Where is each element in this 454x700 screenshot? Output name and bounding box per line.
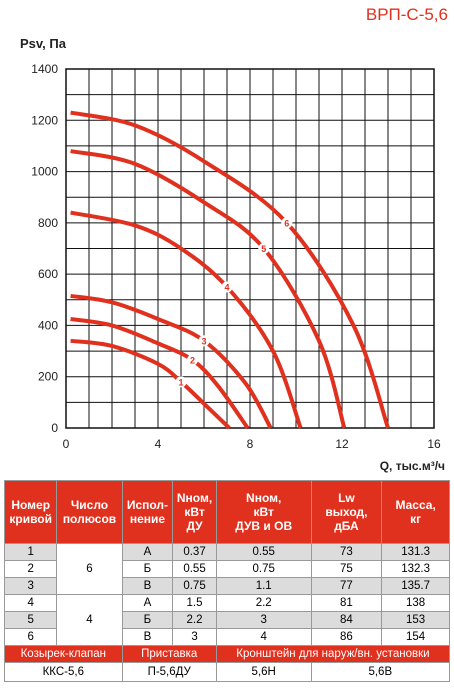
acc-cell: 5,6Н xyxy=(215,662,312,682)
curve-label: 3 xyxy=(201,336,206,346)
cell: 132.3 xyxy=(381,560,450,578)
cell: 84 xyxy=(310,611,383,629)
header-cell: Число полюсов xyxy=(56,480,123,544)
curve-label: 5 xyxy=(261,244,266,254)
chart-title: ВРП-С-5,6 xyxy=(366,5,448,24)
cell: А xyxy=(121,594,174,612)
cell: 2.2 xyxy=(172,611,217,629)
cell: В xyxy=(121,577,174,595)
table-row: 1 6 А 0.37 0.55 73 131.3 xyxy=(3,543,450,595)
cell: 138 xyxy=(381,594,450,612)
header-cell: Nном, кВт ДУ xyxy=(172,480,217,544)
x-tick-label: 0 xyxy=(63,437,70,451)
header-cell: Масса, кг xyxy=(381,480,450,544)
pole-cell: 4 xyxy=(56,594,123,646)
cell: 3 xyxy=(172,628,217,646)
header-cell: Испол- нение xyxy=(121,480,174,544)
curve-label: 2 xyxy=(190,356,195,366)
acc-header-cell: Козырек-клапан xyxy=(4,645,123,663)
curve xyxy=(70,338,231,430)
curve xyxy=(70,149,347,429)
cell: 0.55 xyxy=(215,543,312,561)
cell: 2 xyxy=(3,560,58,578)
curve xyxy=(70,317,250,430)
cell: 77 xyxy=(310,577,383,595)
cell: 1.1 xyxy=(215,577,312,595)
cell: Б xyxy=(121,611,174,629)
cell: А xyxy=(121,543,174,561)
y-tick-label: 1400 xyxy=(31,62,58,76)
cell: 5 xyxy=(3,611,58,629)
acc-cell: П-5,6ДУ xyxy=(121,662,217,682)
y-tick-label: 1000 xyxy=(31,165,58,179)
curve-label: 1 xyxy=(178,377,183,387)
curve xyxy=(70,293,273,429)
cell: 0.55 xyxy=(172,560,217,578)
cell: В xyxy=(121,628,174,646)
spec-table: Номер кривой Число полюсов Испол- нение Nно… xyxy=(3,480,451,682)
cell: 73 xyxy=(310,543,383,561)
cell: 0.37 xyxy=(172,543,217,561)
curve-label: 4 xyxy=(224,282,229,292)
acc-row: ККС-5,6 П-5,6ДУ 5,6Н 5,6В xyxy=(4,662,451,682)
acc-header-row: Козырек-клапан Приставка Кронштейн для нар… xyxy=(4,645,451,663)
chart: ВРП-С-5,6 Psv, Па Q, тыс.м³/ч 0 200 400 600… xyxy=(20,5,448,473)
plot-frame xyxy=(65,68,435,429)
acc-header-cell: Приставка xyxy=(121,645,217,663)
cell: 2.2 xyxy=(215,594,312,612)
acc-cell: 5,6В xyxy=(310,662,451,682)
curve-label-bg xyxy=(198,335,210,347)
curve-label-bg xyxy=(258,243,270,254)
cell: 153 xyxy=(381,611,450,629)
y-tick-label: 1200 xyxy=(31,113,58,127)
cell: 154 xyxy=(381,628,450,646)
curve xyxy=(70,210,303,429)
y-tick-label: 0 xyxy=(51,421,58,435)
x-axis-label: Q, тыс.м³/ч xyxy=(380,459,445,473)
header-cell: Nном, кВт ДУВ и ОВ xyxy=(215,480,312,544)
curve-label-bg xyxy=(281,217,293,229)
pole-cell: 6 xyxy=(56,543,123,595)
cell: 0.75 xyxy=(215,560,312,578)
y-tick-label: 800 xyxy=(38,216,58,230)
y-axis-label: Psv, Па xyxy=(20,36,67,51)
cell: 1.5 xyxy=(172,594,217,612)
cell: 135.7 xyxy=(381,577,450,595)
curve-label: 6 xyxy=(284,218,289,228)
cell: 75 xyxy=(310,560,383,578)
acc-header-cell: Кронштейн для наруж/вн. установки xyxy=(215,645,451,663)
header-cell: Lw выход, дБА xyxy=(310,480,383,544)
curve-label-bg xyxy=(187,354,198,366)
cell: 3 xyxy=(215,611,312,629)
cell: 1 xyxy=(3,543,58,561)
cell: 6 xyxy=(3,628,58,646)
header-cell: Номер кривой xyxy=(3,480,58,544)
curve-label-bg xyxy=(221,281,233,293)
x-tick-label: 4 xyxy=(155,437,162,451)
cell: 3 xyxy=(3,577,58,595)
table-row: 4 4 А 1.5 2.2 81 138 xyxy=(3,594,450,646)
cell: 4 xyxy=(215,628,312,646)
cell: 131.3 xyxy=(381,543,450,561)
y-tick-label: 400 xyxy=(38,318,58,332)
cell: Б xyxy=(121,560,174,578)
cell: 0.75 xyxy=(172,577,217,595)
curve xyxy=(70,110,390,429)
cell: 81 xyxy=(310,594,383,612)
y-tick-label: 200 xyxy=(38,370,58,384)
cell: 86 xyxy=(310,628,383,646)
acc-cell: ККС-5,6 xyxy=(4,662,123,682)
x-tick-label: 12 xyxy=(335,437,349,451)
x-tick-label: 16 xyxy=(427,437,441,451)
x-tick-label: 8 xyxy=(247,437,254,451)
curve-label-bg xyxy=(175,376,187,388)
y-tick-label: 600 xyxy=(38,267,58,281)
cell: 4 xyxy=(3,594,58,612)
